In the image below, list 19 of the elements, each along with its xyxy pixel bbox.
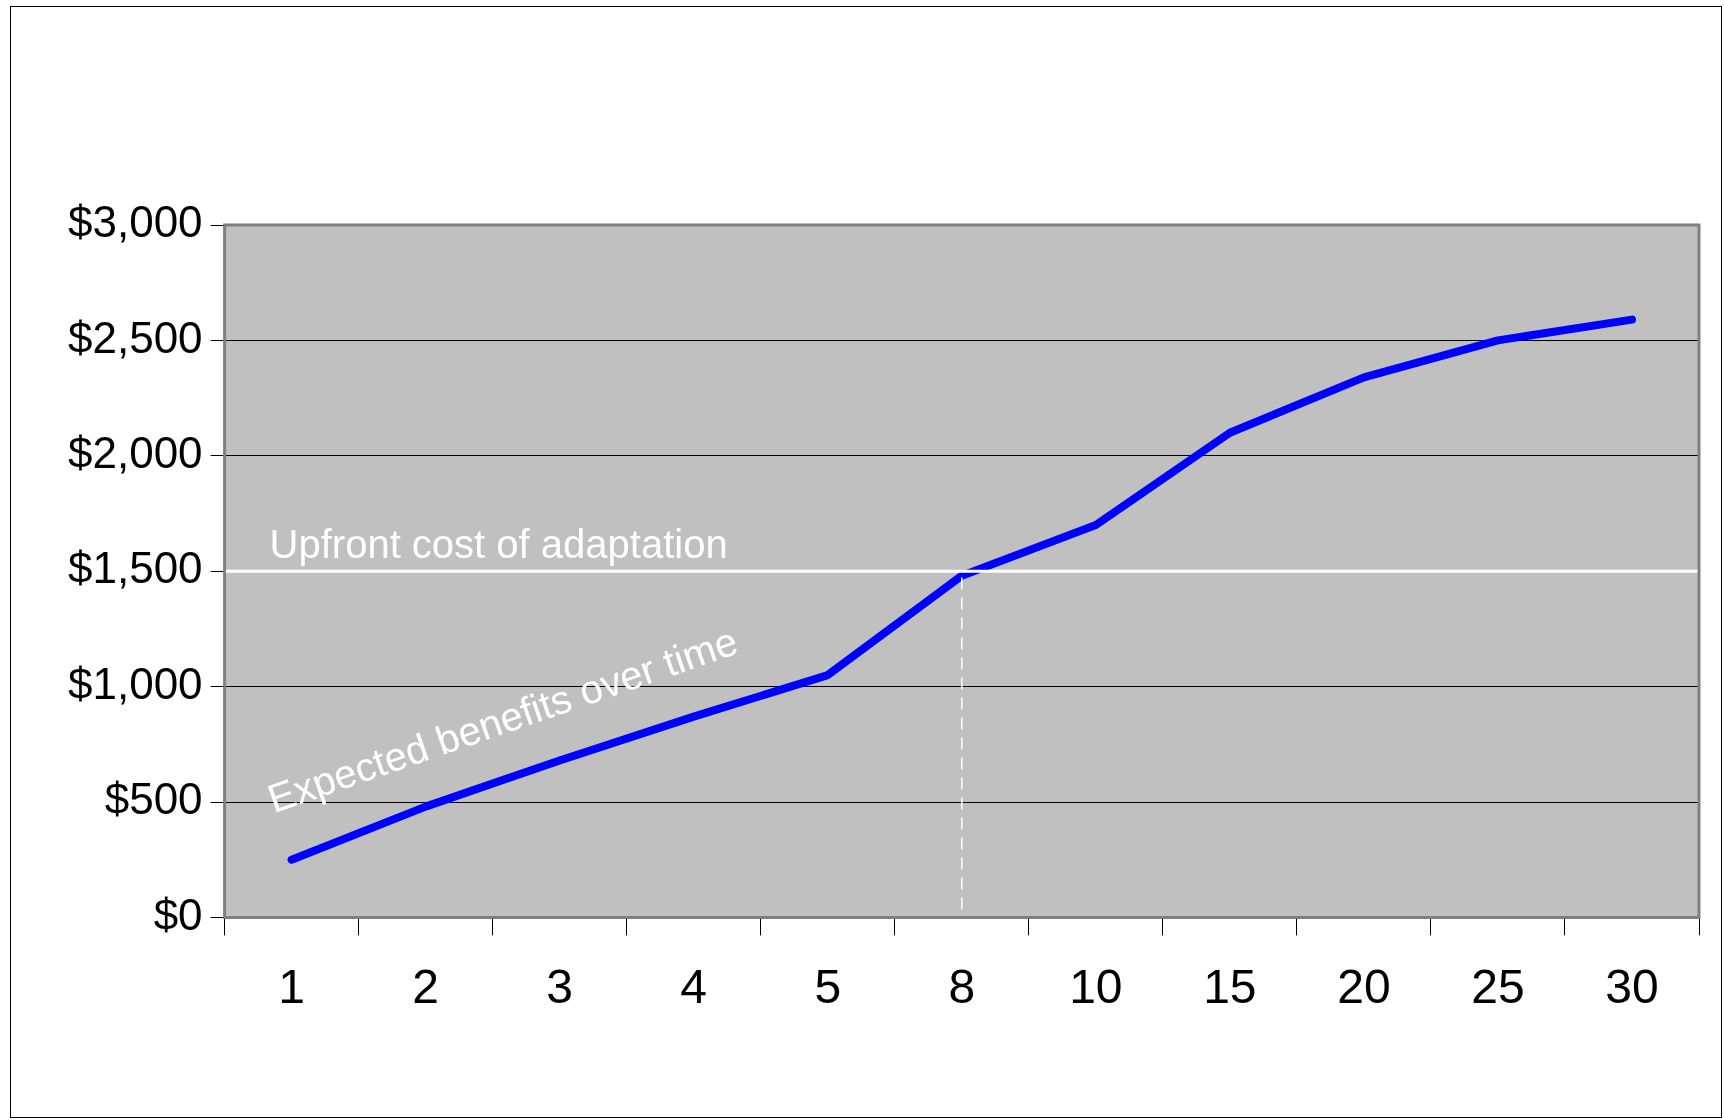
- x-tick-label: 25: [1471, 960, 1525, 1014]
- y-tick-label: $3,000: [68, 197, 203, 247]
- x-tick-label: 10: [1069, 960, 1123, 1014]
- y-tick-label: $0: [153, 889, 203, 939]
- y-tick-label: $2,500: [68, 312, 203, 362]
- x-tick-label: 2: [412, 960, 439, 1014]
- x-tick-label: 5: [814, 960, 842, 1014]
- x-tick-label: 30: [1605, 960, 1659, 1014]
- ref-line-label: Upfront cost of adaptation: [269, 522, 728, 567]
- y-tick-label: $1,000: [68, 658, 203, 708]
- x-tick-label: 20: [1337, 960, 1391, 1014]
- x-tick-label: 15: [1203, 960, 1257, 1014]
- y-tick-label: $500: [104, 774, 203, 824]
- x-tick-label: 8: [948, 960, 976, 1014]
- y-tick-label: $1,500: [68, 543, 203, 593]
- y-tick-label: $2,000: [68, 427, 203, 477]
- x-tick-label: 3: [546, 960, 574, 1014]
- x-tick-label: 1: [278, 960, 305, 1014]
- x-tick-label: 4: [680, 960, 708, 1014]
